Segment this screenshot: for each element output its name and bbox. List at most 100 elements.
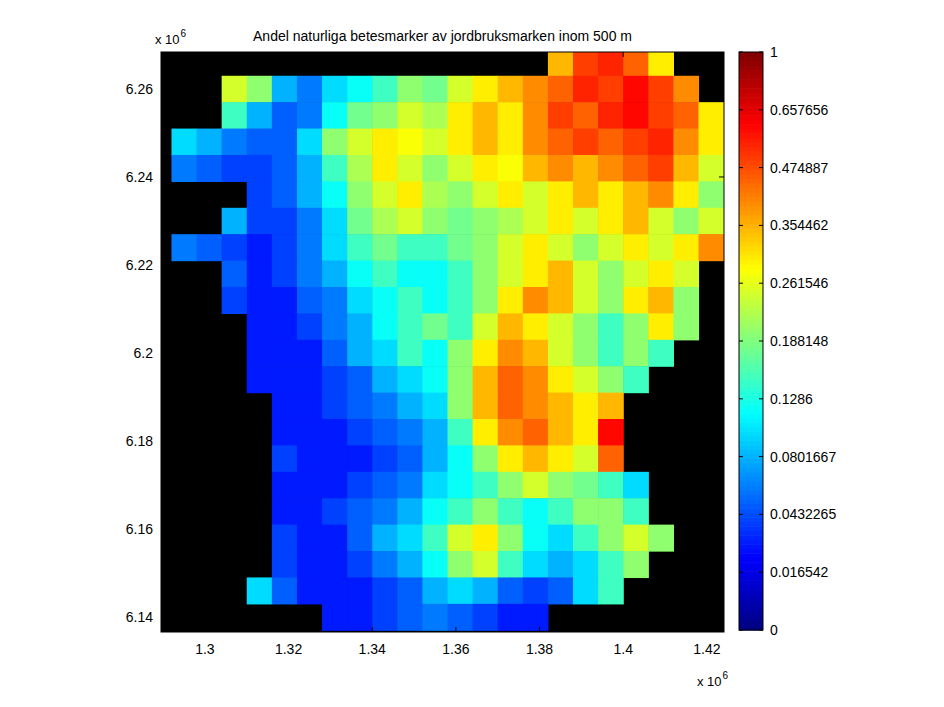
heat-cell <box>623 340 649 367</box>
heat-cell <box>372 234 398 261</box>
heat-cell <box>448 129 474 156</box>
heat-cell <box>673 287 699 314</box>
heat-cell <box>372 155 398 182</box>
colorbar-strip <box>739 278 763 283</box>
heat-cell <box>673 155 699 182</box>
heat-cell <box>347 498 373 525</box>
heat-cell <box>397 445 423 472</box>
heat-cell <box>422 551 448 578</box>
heat-cell <box>272 208 298 235</box>
heat-cell <box>222 102 248 129</box>
heat-cell <box>498 129 524 156</box>
heat-cell <box>598 445 624 472</box>
heat-cell <box>347 155 373 182</box>
colorbar-strip <box>739 332 763 337</box>
heat-cell <box>222 129 248 156</box>
heat-cell <box>272 287 298 314</box>
heat-cell <box>498 261 524 288</box>
colorbar-strip <box>739 178 763 183</box>
colorbar-tick <box>759 456 763 457</box>
heat-cell <box>598 181 624 208</box>
heat-cell <box>623 313 649 340</box>
heat-cell <box>648 155 674 182</box>
heat-cell <box>548 551 574 578</box>
x-tick <box>204 627 205 632</box>
heat-cell <box>247 313 273 340</box>
colorbar-tick-label: 0.0432265 <box>770 506 836 522</box>
heat-cell <box>448 287 474 314</box>
heat-cell <box>573 577 599 604</box>
colorbar-strip <box>739 364 763 369</box>
heat-cell <box>372 76 398 103</box>
heat-cell <box>523 76 549 103</box>
heat-cell <box>272 313 298 340</box>
heat-cell <box>698 155 724 182</box>
heat-cell <box>598 577 624 604</box>
heat-cell <box>322 551 348 578</box>
heat-cell <box>372 129 398 156</box>
heat-cell <box>347 102 373 129</box>
heat-cell <box>623 472 649 499</box>
heat-cell <box>247 76 273 103</box>
heat-cell <box>372 366 398 393</box>
heat-cell <box>473 129 499 156</box>
heat-cell <box>397 366 423 393</box>
heat-cell <box>272 76 298 103</box>
colorbar-strip <box>739 476 763 481</box>
colorbar-strip <box>739 273 763 278</box>
colorbar-strip <box>739 355 763 360</box>
heat-cell <box>523 393 549 420</box>
colorbar-strip <box>739 467 763 472</box>
x-tick <box>706 627 707 632</box>
heat-cell <box>397 234 423 261</box>
heat-cell <box>573 287 599 314</box>
colorbar-strip <box>739 549 763 554</box>
heat-cell <box>548 419 574 446</box>
y-tick <box>161 529 166 530</box>
heat-cell <box>372 498 398 525</box>
heat-cell <box>498 577 524 604</box>
heat-cell <box>347 313 373 340</box>
colorbar-strip <box>739 431 763 436</box>
colorbar-tick <box>739 456 743 457</box>
colorbar-tick <box>759 52 763 53</box>
heat-cell <box>623 551 649 578</box>
x-tick <box>455 627 456 632</box>
colorbar-strip <box>739 499 763 504</box>
colorbar-strip <box>739 585 763 590</box>
colorbar-strip <box>739 422 763 427</box>
colorbar-strip <box>739 255 763 260</box>
heat-cell <box>247 287 273 314</box>
colorbar-strip <box>739 57 763 62</box>
colorbar-strip <box>739 504 763 509</box>
y-tick-label: 6.22 <box>126 257 153 273</box>
colorbar-strip <box>739 84 763 89</box>
heat-cell <box>297 366 323 393</box>
heat-cell <box>448 155 474 182</box>
heat-cell <box>272 498 298 525</box>
heat-cell <box>573 52 599 76</box>
x-tick <box>372 627 373 632</box>
heat-cell <box>272 181 298 208</box>
heat-cell <box>548 472 574 499</box>
colorbar-tick <box>739 341 743 342</box>
colorbar-strip <box>739 404 763 409</box>
heat-cell <box>322 393 348 420</box>
heat-cell <box>498 155 524 182</box>
heat-cell <box>322 340 348 367</box>
heat-cell <box>548 155 574 182</box>
heat-cell <box>598 129 624 156</box>
heat-cell <box>673 234 699 261</box>
heat-cell <box>573 234 599 261</box>
heat-cell <box>297 155 323 182</box>
heat-cell <box>222 234 248 261</box>
heat-cell <box>523 366 549 393</box>
heat-cell <box>347 208 373 235</box>
colorbar-strip <box>739 327 763 332</box>
y-tick <box>719 88 724 89</box>
heat-cell <box>448 551 474 578</box>
heat-cell <box>573 340 599 367</box>
heat-cell <box>648 208 674 235</box>
heat-cell <box>372 393 398 420</box>
heat-cell <box>347 76 373 103</box>
